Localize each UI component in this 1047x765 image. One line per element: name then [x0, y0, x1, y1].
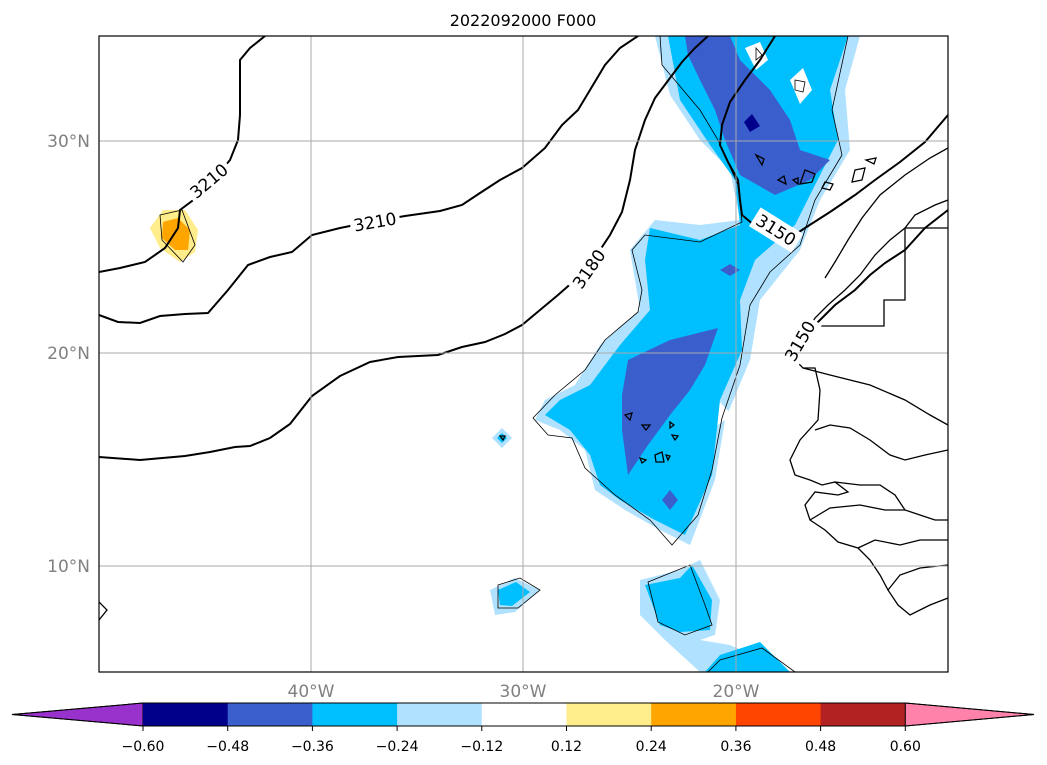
colorbar-extend-min: [11, 702, 144, 727]
shade-sky-blue-south-2: [705, 642, 790, 672]
colorbar-tick-label: 0.36: [720, 739, 751, 755]
colorbar-box: [227, 703, 313, 726]
shaded-field: [150, 36, 860, 672]
colorbar-tick-label: 0.12: [551, 739, 582, 755]
lat-label-30n: 30°N: [47, 132, 90, 152]
colorbar-box: [397, 703, 483, 726]
shade-outlines: [159, 36, 849, 672]
colorbar-box: [651, 703, 737, 726]
contour-3150: [718, 36, 948, 240]
lon-label-30w: 30°W: [500, 682, 547, 702]
shade-white-hole-5: [790, 68, 812, 104]
lat-label-10n: 10°N: [47, 557, 90, 577]
colorbar-box: [143, 703, 229, 726]
colorbar-tick-label: −0.24: [376, 739, 419, 755]
colorbar-box: [820, 703, 906, 726]
coastlines: [99, 147, 948, 621]
shade-royal-blue-small-2: [662, 490, 678, 510]
colorbar-tick-label: 0.48: [805, 739, 836, 755]
lon-label-40w: 40°W: [288, 682, 335, 702]
colorbar-tick-label: −0.48: [206, 739, 249, 755]
colorbar-box: [566, 703, 652, 726]
map-frame: [98, 35, 949, 673]
colorbar-extend-max: [904, 702, 1035, 727]
contour-3180: [99, 36, 709, 462]
colorbar: −0.60 −0.48 −0.36 −0.24 −0.12 0.12 0.24 0.36 0.4…: [11, 702, 1035, 755]
colorbar-box: [312, 703, 398, 726]
colorbar-box: [481, 703, 567, 726]
colorbar-tick-label: −0.60: [122, 739, 165, 755]
shade-royal-blue-small-1: [720, 264, 740, 276]
map-panel: 3210 3210 3180 3150 3150: [98, 35, 949, 673]
gridlines: [99, 36, 948, 672]
shade-sky-blue-south: [645, 565, 712, 632]
shade-navy-spot: [744, 114, 760, 132]
lon-labels: 40°W 30°W 20°W: [288, 682, 760, 702]
figure-title: 2022092000 F000: [450, 11, 597, 30]
colorbar-tick-label: −0.36: [291, 739, 334, 755]
lat-label-20n: 20°N: [47, 344, 90, 364]
shade-royal-blue-north: [685, 36, 830, 195]
shade-sky-blue-island: [498, 582, 530, 606]
lon-label-20w: 20°W: [713, 682, 760, 702]
colorbar-tick-label: −0.12: [460, 739, 503, 755]
shade-white-hole-4: [745, 42, 768, 70]
lat-labels: 30°N 20°N 10°N: [47, 132, 90, 577]
colorbar-box: [735, 703, 822, 726]
shade-royal-blue-center: [622, 328, 718, 475]
colorbar-tick-label: 0.60: [890, 739, 921, 755]
colorbar-tick-label: 0.24: [636, 739, 667, 755]
